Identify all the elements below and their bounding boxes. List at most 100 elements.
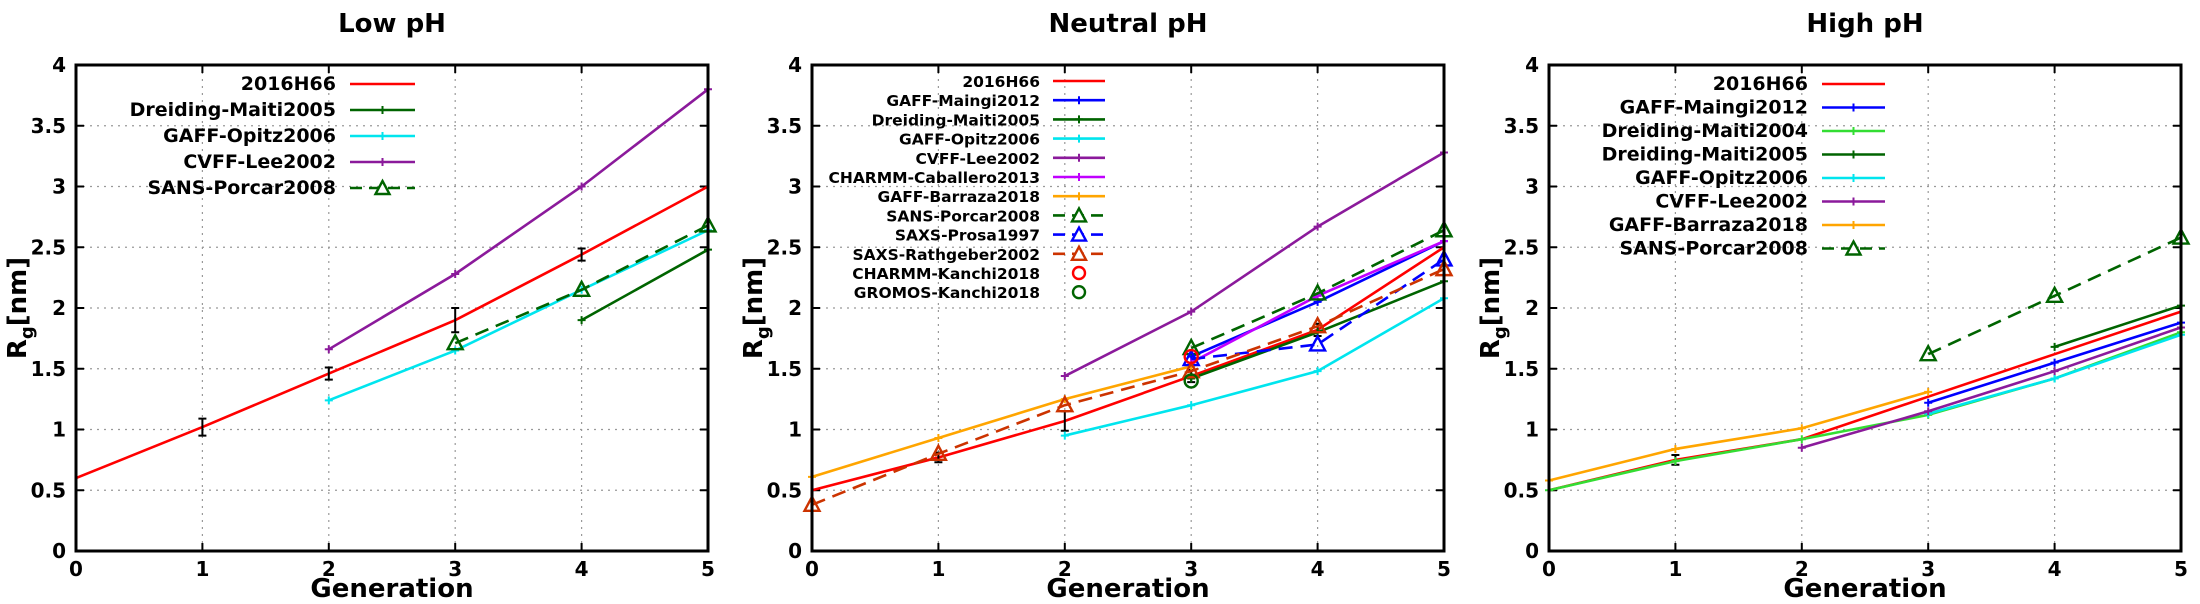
data-point [1308,315,1328,334]
y-tick-label: 2.5 [1504,235,1539,259]
data-point [451,269,460,278]
legend-label: GAFF-Barraza2018 [878,188,1041,206]
data-point [1187,374,1196,383]
data-point [2050,367,2059,376]
data-point [577,182,586,191]
y-tick-label: 3 [788,175,802,199]
legend-label: GROMOS-Kanchi2018 [854,284,1040,302]
y-tick-label: 0.5 [31,478,66,502]
data-point [1924,407,1933,416]
legend-marker [1849,150,1858,159]
x-tick-label: 4 [1311,557,1325,581]
legend-marker [1849,103,1858,112]
series-line [1190,229,1445,350]
legend-marker [1075,115,1083,124]
data-point [1187,307,1196,316]
legend-label: SAXS-Rathgeber2002 [852,246,1040,264]
data-point [934,434,943,443]
data-point [1308,282,1328,301]
series-SANS-Porcar2008 [445,214,718,351]
legend-label: Dreiding-Maiti2005 [130,99,336,121]
legend: 2016H66GAFF-Maingi2012Dreiding-Maiti2004… [1602,73,1885,260]
series-GAFF-Barraza2018 [808,362,1196,481]
legend-label: GAFF-Opitz2006 [1635,167,1808,189]
series-line [811,267,1445,507]
series-SAXS-Rathgeber2002 [802,258,1454,513]
legend-marker [1069,244,1089,261]
x-tick-label: 3 [1921,557,1935,581]
data-point [1055,394,1075,413]
data-point [1797,424,1806,433]
y-tick-label: 0 [788,539,802,563]
data-point [1183,348,1199,365]
data-point [577,316,586,325]
legend-label: Dreiding-Maiti2004 [1602,120,1808,142]
legend-marker [1069,205,1089,223]
legend-label: GAFF-Barraza2018 [1609,214,1808,236]
series-line [811,365,1192,479]
data-point [1797,435,1806,444]
legend-label: GAFF-Maingi2012 [1620,97,1808,119]
y-tick-label: 4 [788,53,802,77]
y-axis-label: Rg[nm] [739,257,774,359]
plot-frame [1547,63,2183,553]
y-axis-label: Rg[nm] [1476,257,1511,359]
y-tick-label: 3.5 [767,114,802,138]
y-tick-label: 2.5 [767,235,802,259]
y-tick-label: 0 [1525,539,1539,563]
x-tick-label: 3 [1184,557,1198,581]
series-line [580,248,709,322]
series-GROMOS-Kanchi2018 [1183,373,1199,389]
x-tick-label: 0 [805,557,819,581]
legend-label: 2016H66 [1713,73,1808,95]
legend-label: SANS-Porcar2008 [1619,238,1808,260]
y-tick-label: 0.5 [767,478,802,502]
data-point [2050,358,2059,367]
data-point [1187,401,1196,410]
y-axis-label: Rg[nm] [3,257,38,359]
legend-marker [373,178,392,196]
series-line [1548,390,1929,482]
legend-label: GAFF-Opitz2006 [163,125,336,147]
x-tick-label: 5 [701,557,715,581]
legend-marker [1849,221,1858,229]
x-tick-label: 2 [1058,557,1072,581]
plot-frame [74,63,710,553]
x-tick-label: 5 [1437,557,1451,581]
legend-label: 2016H66 [241,73,336,95]
data-point [1671,457,1680,466]
data-point [1313,222,1322,231]
y-tick-label: 2.5 [31,235,66,259]
y-tick-label: 1 [788,418,802,442]
series-line [1801,326,2182,449]
data-point [1181,337,1201,356]
x-tick-label: 2 [1795,557,1809,581]
data-point [1313,367,1322,376]
series-CVFF-Lee2002 [1060,148,1448,381]
data-point [1308,333,1328,352]
y-tick-label: 1 [1525,418,1539,442]
legend-label: GAFF-Maingi2012 [886,92,1040,110]
y-tick-label: 1.5 [31,357,66,381]
legend-label: CVFF-Lee2002 [183,151,336,173]
y-tick-label: 0 [52,539,66,563]
legend-label: SANS-Porcar2008 [886,207,1040,225]
y-tick-label: 1 [52,418,66,442]
legend: 2016H66GAFF-Maingi2012Dreiding-Maiti2005… [828,73,1105,302]
legend-marker [378,158,387,166]
legend-marker [1071,285,1087,300]
legend-marker [1849,127,1858,135]
x-axis-label: Generation [1783,574,1946,600]
legend-label: CHARMM-Caballero2013 [828,169,1040,187]
series-SANS-Porcar2008 [1918,226,2191,362]
series-line [2054,304,2182,349]
x-tick-label: 1 [195,557,209,581]
data-point [928,443,948,461]
error-bar [577,247,586,262]
legend: 2016H66 Dreiding-Maiti2005 GAFF-Opitz2006 C… [130,73,415,199]
x-tick-label: 1 [1668,557,1682,581]
series-line [75,185,709,480]
chart-title: Low pH [338,9,446,39]
